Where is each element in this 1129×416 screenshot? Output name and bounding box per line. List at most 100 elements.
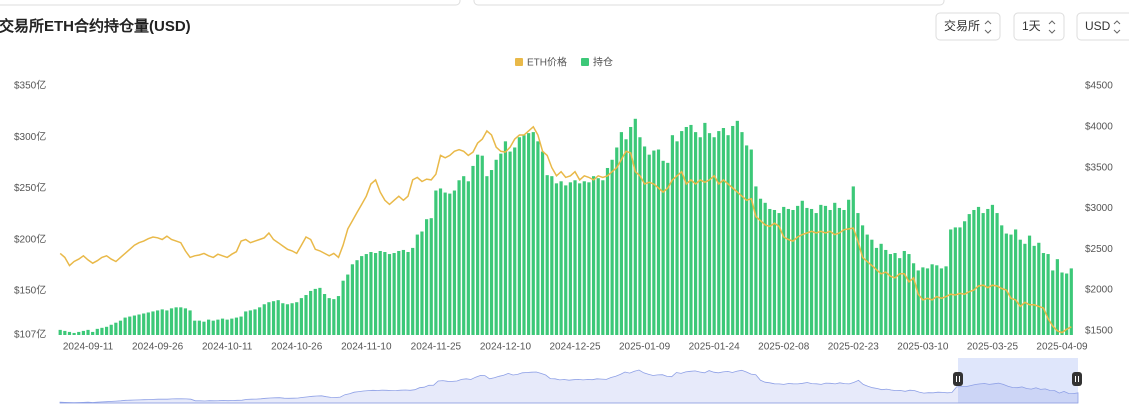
bar: [1004, 233, 1008, 335]
price-line: [59, 125, 1072, 334]
bar: [874, 247, 879, 335]
top-input[interactable]: [0, 0, 461, 6]
x-tick-label: 2025-01-24: [689, 342, 741, 353]
bar: [758, 198, 763, 335]
bar: [587, 182, 591, 335]
bar: [694, 132, 698, 335]
bar: [559, 181, 563, 335]
bar: [944, 266, 948, 335]
bar: [870, 239, 874, 335]
navigator-handle[interactable]: [953, 372, 963, 386]
bar: [332, 299, 336, 335]
bar: [179, 307, 183, 335]
bar: [318, 287, 322, 335]
bar: [786, 208, 790, 335]
bar: [777, 213, 781, 335]
interval-select[interactable]: [1013, 12, 1065, 41]
exchange-select[interactable]: [935, 12, 1001, 41]
y2-tick-label: $3000: [1085, 203, 1113, 214]
bar: [494, 159, 498, 335]
bar: [1041, 253, 1046, 335]
bar: [545, 175, 549, 335]
bar: [554, 183, 559, 335]
bar: [925, 268, 930, 335]
bar: [281, 303, 285, 335]
top-input[interactable]: [473, 0, 945, 6]
select-label: USD: [1085, 19, 1111, 33]
bar: [1023, 243, 1027, 335]
bar: [267, 302, 271, 335]
bar: [429, 218, 433, 335]
bar: [629, 126, 633, 335]
bar: [652, 150, 656, 335]
bar: [207, 319, 211, 335]
y2-tick-label: $3500: [1085, 162, 1113, 173]
bar: [638, 137, 642, 335]
y2-tick-label: $2000: [1085, 285, 1113, 296]
x-tick-label: 2024-09-11: [63, 342, 114, 353]
bar: [295, 302, 299, 335]
bar: [466, 181, 470, 335]
bar: [360, 256, 364, 335]
bar: [740, 132, 744, 335]
bar: [591, 176, 596, 335]
bar: [522, 135, 526, 335]
bar: [244, 311, 248, 335]
bar: [879, 243, 883, 335]
bar: [949, 229, 953, 335]
bar: [290, 303, 294, 335]
bar: [703, 122, 707, 335]
bar: [63, 330, 67, 335]
bar: [721, 128, 726, 335]
bar: [800, 200, 804, 335]
bar: [670, 135, 675, 335]
bar: [814, 213, 818, 335]
handle-grip: [956, 376, 960, 382]
bar: [624, 139, 628, 335]
navigator-selection[interactable]: [958, 358, 1078, 403]
bar: [91, 331, 95, 335]
bar: [726, 135, 730, 335]
bar: [457, 180, 461, 335]
bar: [615, 147, 619, 335]
bar: [489, 170, 494, 335]
bar: [72, 332, 76, 335]
bar: [95, 328, 99, 335]
navigator-handle[interactable]: [1072, 372, 1082, 386]
legend-swatch: [515, 58, 523, 66]
bar: [485, 176, 489, 335]
bar: [434, 190, 438, 335]
y-tick-label: $150亿: [14, 284, 46, 297]
bar: [503, 141, 508, 335]
bar: [754, 186, 758, 335]
currency-select[interactable]: [1076, 12, 1129, 41]
bar: [253, 309, 257, 335]
bar: [735, 120, 739, 335]
bar: [898, 258, 902, 335]
bar: [847, 199, 851, 335]
bar: [513, 147, 517, 335]
bar: [304, 295, 308, 335]
bar: [578, 183, 582, 335]
bar: [911, 263, 916, 335]
select-label: 交易所: [944, 18, 980, 33]
bar: [745, 145, 749, 335]
bar: [350, 264, 354, 335]
bar: [355, 260, 359, 335]
bar: [596, 178, 600, 335]
bar: [118, 320, 123, 335]
bar: [819, 204, 823, 335]
bar: [411, 247, 415, 335]
bar: [1055, 259, 1059, 335]
bar: [202, 321, 206, 335]
bar: [782, 206, 786, 335]
bar: [661, 160, 665, 335]
y2-tick-label: $2500: [1085, 244, 1113, 255]
select-arrow: [1048, 20, 1056, 34]
bar: [851, 186, 855, 335]
chart-title: 交易所ETH合约持仓量(USD): [0, 17, 191, 35]
bar: [401, 249, 406, 335]
bar: [517, 137, 521, 335]
bar: [174, 307, 178, 335]
bar: [768, 208, 772, 335]
